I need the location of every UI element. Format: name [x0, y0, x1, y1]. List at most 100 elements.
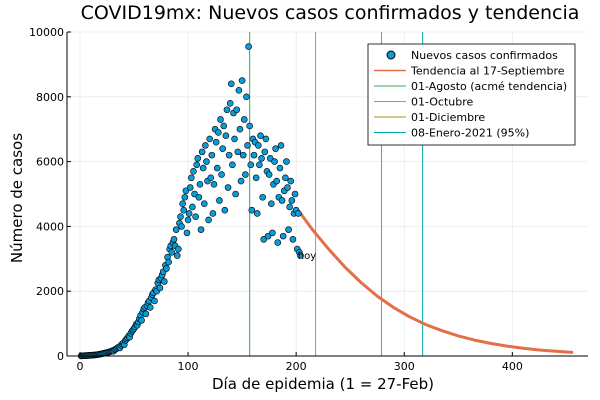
- data-point: [181, 193, 189, 201]
- data-point: [200, 200, 208, 208]
- data-point: [202, 142, 209, 149]
- data-point: [165, 258, 172, 266]
- data-point: [284, 184, 291, 191]
- y-tick-label: 6000: [36, 156, 64, 169]
- y-axis-label: Número de casos: [8, 133, 26, 263]
- data-point: [160, 278, 168, 285]
- trend-line: [299, 211, 574, 354]
- data-point: [186, 184, 194, 191]
- data-point: [213, 164, 221, 172]
- data-point: [297, 252, 304, 259]
- data-point: [173, 252, 181, 259]
- y-tick-label: 4000: [36, 220, 64, 233]
- data-point: [239, 151, 247, 159]
- data-point: [256, 161, 263, 169]
- data-point: [282, 174, 289, 182]
- data-point: [221, 206, 229, 214]
- data-point: [151, 297, 158, 305]
- data-point: [288, 197, 296, 204]
- annotation-label: hoy: [298, 251, 316, 262]
- data-point: [279, 232, 287, 240]
- data-point: [244, 142, 251, 149]
- data-point: [267, 200, 275, 208]
- data-point: [185, 210, 193, 217]
- data-point: [250, 151, 258, 159]
- data-point: [205, 216, 212, 224]
- data-point: [276, 164, 284, 172]
- data-point: [224, 184, 232, 191]
- data-point: [222, 132, 230, 139]
- data-point: [287, 177, 295, 185]
- data-point: [191, 190, 198, 198]
- data-point: [163, 265, 170, 272]
- data-point: [274, 239, 282, 246]
- data-point: [168, 249, 176, 256]
- data-point: [289, 236, 297, 243]
- x-axis-label: Día de epidemia (1 = 27-Feb): [212, 375, 434, 393]
- x-tick-label: 0: [76, 360, 83, 373]
- data-point: [255, 142, 262, 149]
- data-point: [269, 229, 276, 237]
- data-point: [259, 193, 266, 201]
- data-point: [248, 206, 256, 214]
- data-point: [212, 138, 220, 146]
- data-point: [238, 77, 246, 84]
- data-point: [234, 148, 242, 156]
- data-point: [215, 129, 222, 136]
- data-point: [266, 155, 274, 162]
- data-point: [219, 145, 226, 152]
- data-point: [225, 151, 233, 159]
- y-tick-label: 8000: [36, 91, 64, 104]
- legend-entry-label: 01-Octubre: [411, 96, 474, 109]
- data-point: [195, 193, 203, 201]
- data-point: [277, 142, 285, 149]
- legend-entry-label: 08-Enero-2021 (95%): [411, 127, 529, 140]
- y-tick-label: 0: [57, 350, 64, 363]
- data-point: [226, 99, 234, 107]
- data-point: [170, 236, 178, 243]
- data-point: [260, 236, 268, 243]
- data-point: [246, 122, 253, 130]
- data-point: [208, 151, 216, 159]
- data-point: [220, 122, 228, 130]
- data-point: [240, 116, 248, 123]
- data-point: [273, 177, 280, 185]
- data-point: [229, 161, 236, 169]
- data-point: [286, 203, 293, 211]
- data-point: [272, 145, 279, 152]
- data-point: [189, 203, 196, 211]
- data-point: [285, 226, 292, 233]
- data-point: [236, 125, 244, 133]
- data-point: [188, 174, 195, 182]
- data-point: [207, 174, 215, 182]
- data-point: [235, 87, 243, 94]
- data-point: [193, 161, 201, 169]
- data-point: [271, 158, 278, 165]
- data-point: [278, 197, 286, 204]
- data-point: [291, 190, 299, 198]
- data-point: [223, 106, 231, 114]
- data-point: [247, 161, 255, 169]
- data-point: [252, 174, 260, 182]
- data-point: [258, 155, 265, 162]
- data-point: [199, 164, 207, 172]
- data-point: [183, 229, 191, 237]
- data-point: [203, 158, 210, 165]
- data-point: [190, 168, 197, 175]
- data-point: [142, 310, 150, 318]
- data-point: [231, 135, 238, 143]
- data-point: [196, 180, 204, 188]
- data-point: [146, 304, 154, 311]
- x-tick-label: 100: [178, 360, 199, 373]
- data-point: [243, 93, 250, 101]
- legend-entry-label: 01-Agosto (acmé tendencia): [411, 80, 567, 93]
- data-point: [216, 197, 223, 204]
- data-point: [209, 210, 217, 217]
- legend-box: [367, 43, 576, 146]
- data-point: [210, 180, 218, 188]
- legend-swatch-marker: [386, 50, 396, 60]
- legend: Nuevos casos confirmados Tendencia al 17-…: [367, 43, 576, 146]
- data-point: [265, 171, 273, 178]
